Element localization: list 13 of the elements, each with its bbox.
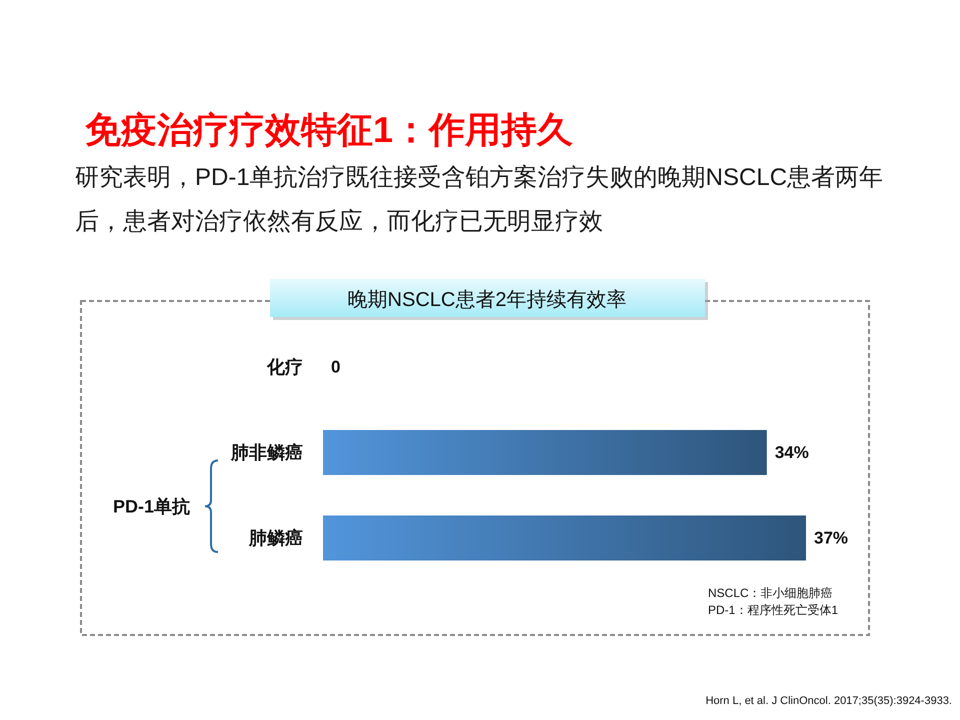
text: 晚期NSCLC患者2年持续有效率 [348,289,626,311]
text: PD-1单抗 [112,496,190,516]
text: Horn L, et al. J ClinOncol. 2017;35(35):3924-3933. [706,695,952,707]
y-tick-label: 肺鳞癌 [248,528,303,548]
y-tick-label: 肺非鳞癌 [230,442,303,462]
data-label: 34% [774,443,809,462]
chart-title: 免疫治疗疗效特征1：作用持久 [85,109,574,150]
data-label: 0 [331,358,340,376]
data-label: 37% [814,528,848,548]
chart-subtitle: 研究表明，PD-1单抗治疗既往接受含铂方案治疗失败的晚期NSCLC患者两年后，患者对治疗依然有反应，而化疗已无明显疗效 [75,163,884,237]
y-tick-label: 化疗 [266,357,303,377]
text: NSCLC：非小细胞肺癌 [708,586,833,600]
text: PD-1：程序性死亡受体1 [708,603,838,617]
